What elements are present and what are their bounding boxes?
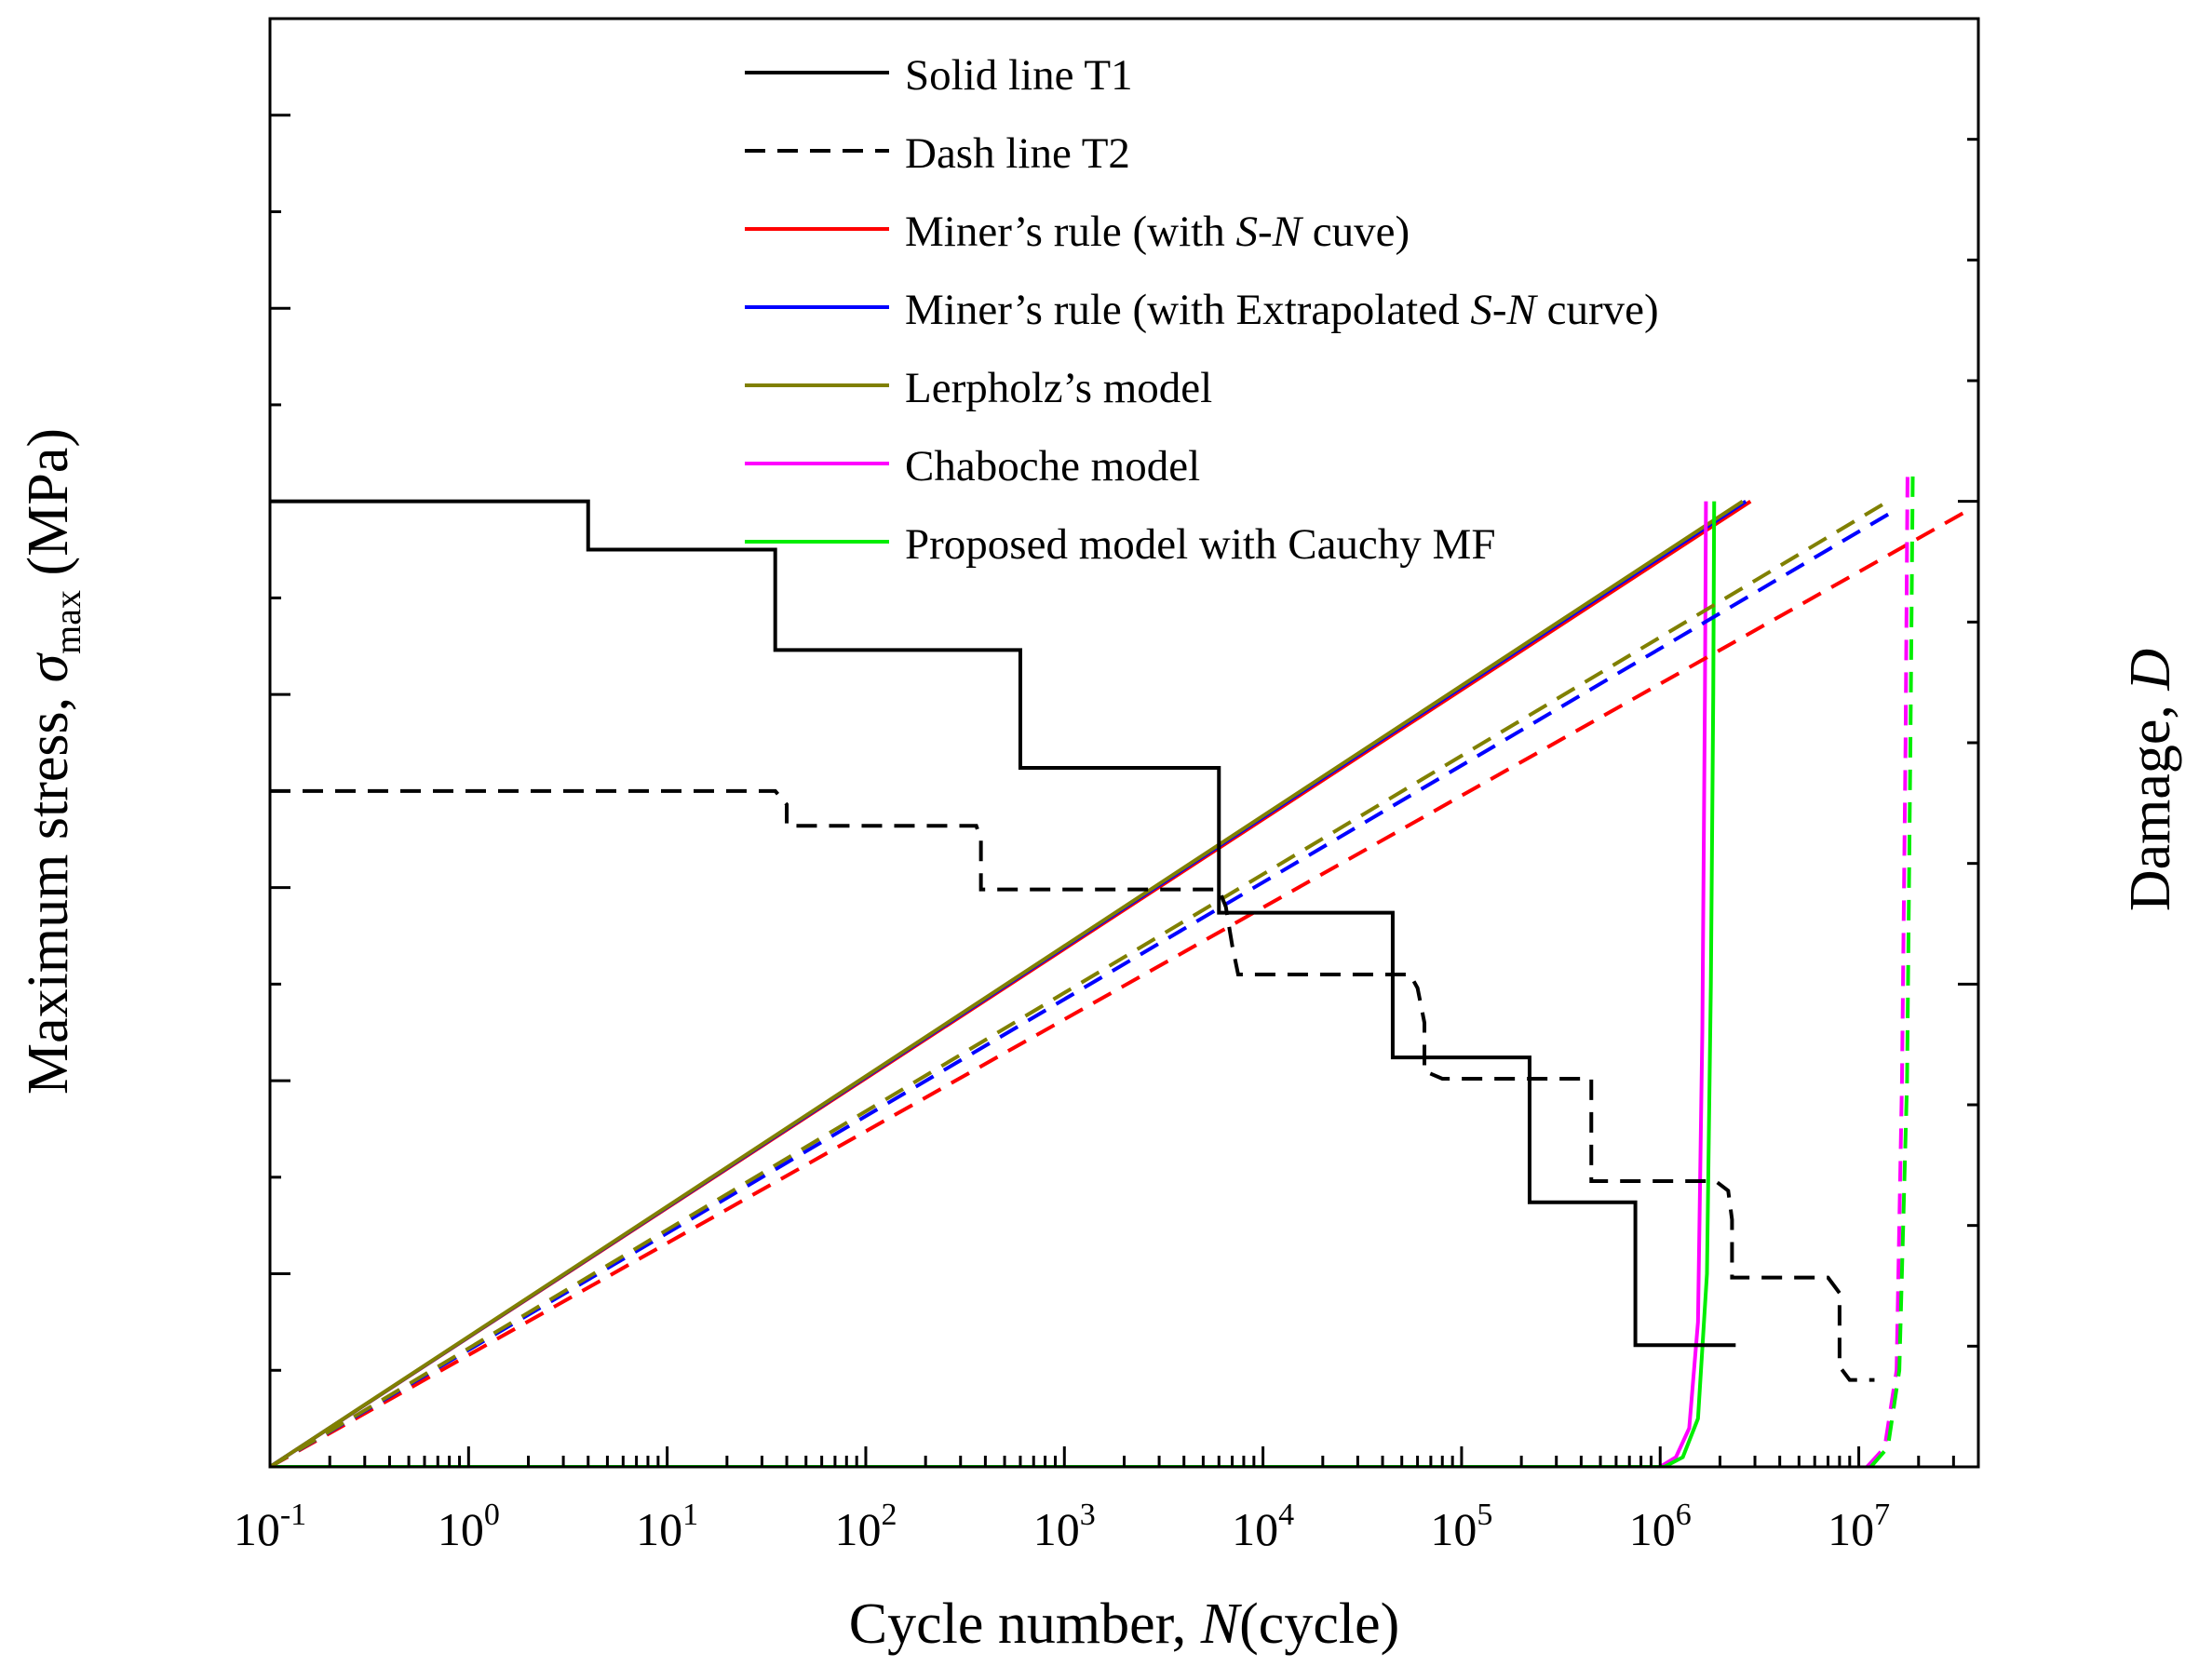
x-axis-title: Cycle number, N(cycle) <box>849 1593 1399 1656</box>
legend-label-lerpholz-s-model: Lerpholz’s model <box>905 364 1212 412</box>
y-left-axis-title: Maximum stress, σmax (MPa) <box>17 428 88 1095</box>
legend-label-proposed-model-with-cauchy-mf: Proposed model with Cauchy MF <box>905 520 1495 569</box>
y-right-axis-title: Damage, D <box>2119 649 2182 911</box>
x-tick-label: 105 <box>1430 1498 1492 1555</box>
legend-label-dash-line-t2: Dash line T2 <box>905 129 1130 178</box>
axis-labels: Cycle number, N(cycle) Maximum stress, σm… <box>17 428 2182 1656</box>
stress-line-solid-line-t1 <box>270 499 1736 1348</box>
legend-label-solid-line-t1: Solid line T1 <box>905 51 1133 100</box>
x-tick-label: 102 <box>834 1498 897 1555</box>
damage-line-t2-miner-s-rule-with-extrapolated-s-n-curve <box>270 509 1895 1467</box>
x-tick-label: 101 <box>636 1498 698 1555</box>
x-tick-label: 107 <box>1828 1498 1890 1555</box>
damage-line-t2-chaboche-model <box>1865 472 1909 1467</box>
x-tick-label: 104 <box>1232 1498 1294 1555</box>
x-tick-label: 100 <box>438 1498 500 1555</box>
legend-label-miner-s-rule-with-extrapolated-s-n-curve: Miner’s rule (with Extrapolated S-N curv… <box>905 286 1659 334</box>
plot-area <box>270 472 1968 1467</box>
axes: 10-1 100 101 102 103 104 105 106 107 <box>234 17 1980 1555</box>
legend-label-chaboche-model: Chaboche model <box>905 442 1200 491</box>
x-tick-label: 103 <box>1033 1498 1096 1555</box>
damage-line-t1-lerpholz-s-model <box>270 499 1744 1467</box>
stress-line-dash-line-t2 <box>270 788 1875 1382</box>
legend-label-miner-s-rule-with-s-n-cuve: Miner’s rule (with S-N cuve) <box>905 208 1410 256</box>
x-tick-label: 106 <box>1629 1498 1692 1555</box>
damage-line-t1-chaboche-model <box>270 501 1708 1467</box>
damage-line-t2-lerpholz-s-model <box>270 499 1889 1467</box>
x-tick-label: 10-1 <box>234 1498 306 1555</box>
legend: Solid line T1 Dash line T2 Miner’s rule (w… <box>745 51 1659 569</box>
damage-line-t1-proposed-model-with-cauchy-mf <box>270 501 1717 1467</box>
